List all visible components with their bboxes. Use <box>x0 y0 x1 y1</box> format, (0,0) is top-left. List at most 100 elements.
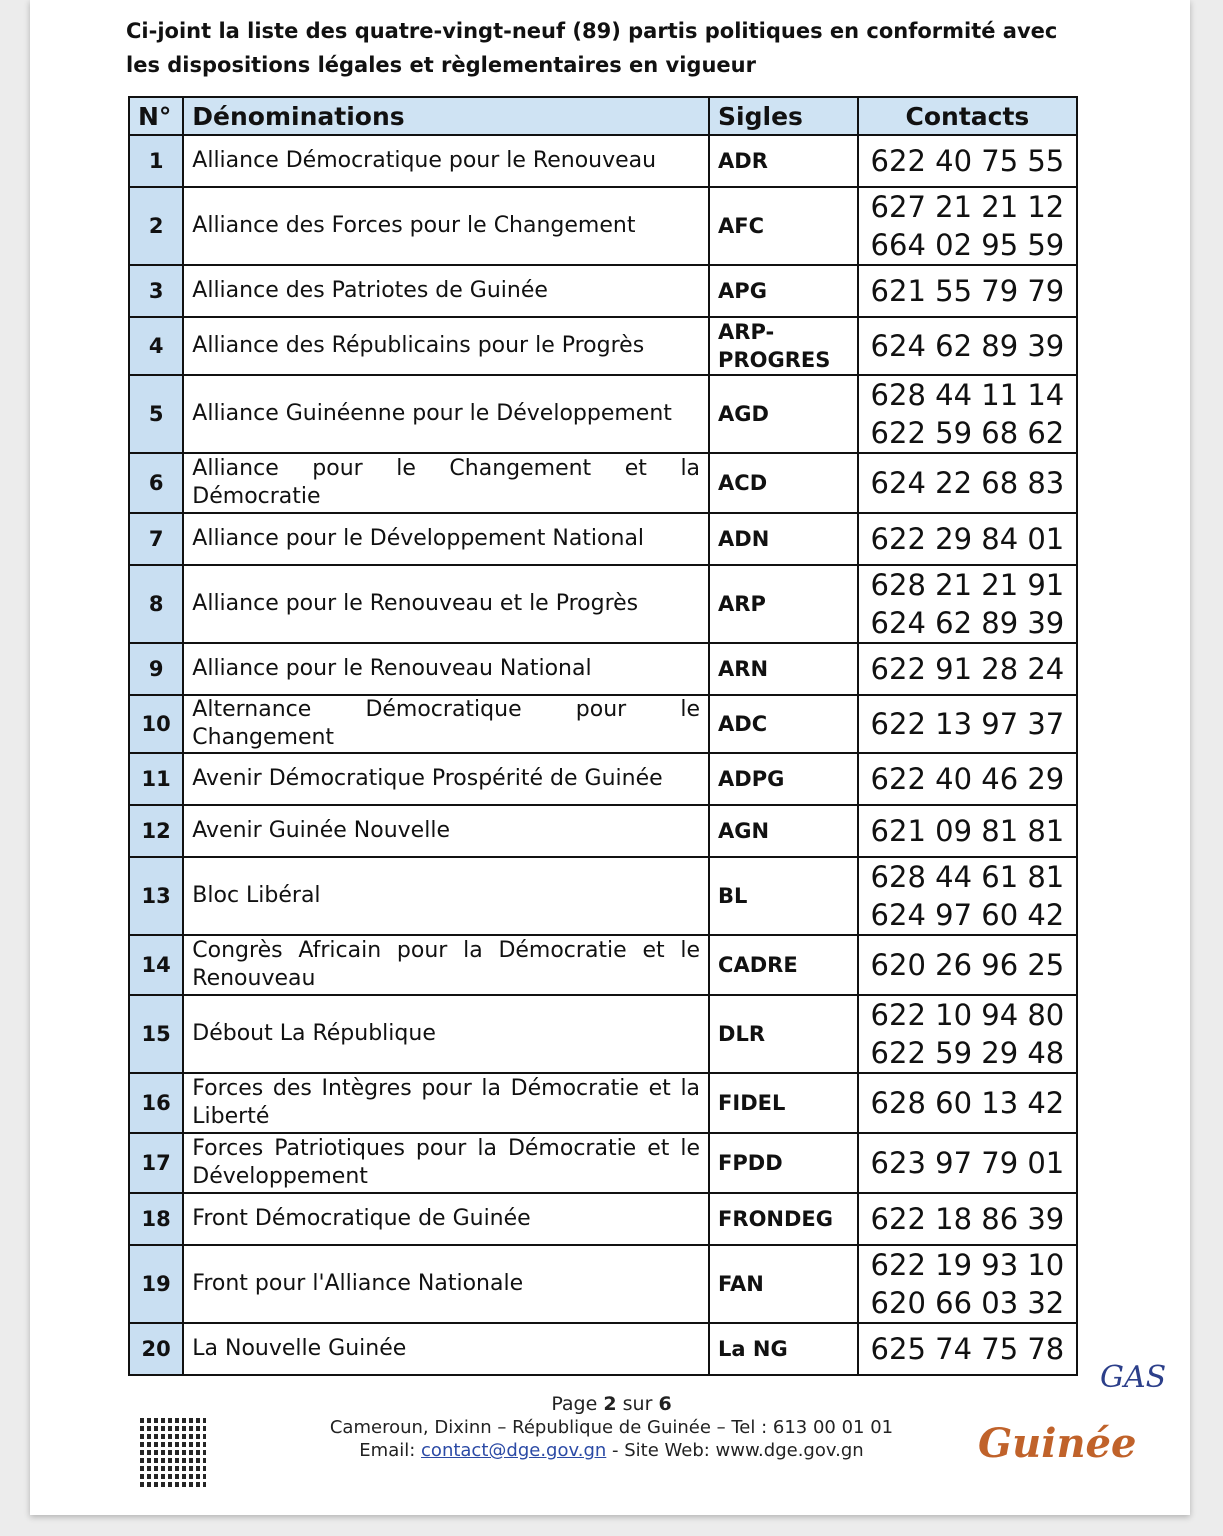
contact-phone: 622 59 29 48 <box>870 1036 1065 1070</box>
handwritten-signature: GAS <box>1100 1360 1167 1395</box>
table-row: 7 Alliance pour le Développement National… <box>127 512 1079 566</box>
party-name: Avenir Démocratique Prospérité de Guinée <box>182 752 711 806</box>
party-contacts: 625 74 75 78 <box>856 1322 1079 1376</box>
party-sigle: FRONDEG <box>708 1192 859 1246</box>
table-row: 18 Front Démocratique de Guinée FRONDEG 622… <box>127 1192 1079 1246</box>
party-contacts: 622 40 46 29 <box>856 752 1079 806</box>
contact-phone: 627 21 21 12 <box>870 190 1065 224</box>
party-contacts: 624 22 68 83 <box>856 452 1079 514</box>
table-row: 17 Forces Patriotiques pour la Démocratie… <box>127 1132 1079 1194</box>
table-row: 8 Alliance pour le Renouveau et le Progrè… <box>127 564 1079 644</box>
row-number: 18 <box>127 1192 185 1246</box>
contact-phone: 621 55 79 79 <box>870 274 1065 308</box>
contact-phone: 625 74 75 78 <box>870 1332 1065 1366</box>
page-footer: Page 2 sur 6 Cameroun, Dixinn – Républiq… <box>0 1393 1223 1462</box>
party-contacts: 620 26 96 25 <box>856 934 1079 996</box>
intro-text: Ci-joint la liste des quatre-vingt-neuf … <box>126 19 1058 77</box>
party-contacts: 622 13 97 37 <box>856 694 1079 754</box>
row-number: 3 <box>127 264 185 318</box>
party-name: Congrès Africain pour la Démocratie et l… <box>182 934 711 996</box>
row-number: 11 <box>127 752 185 806</box>
email-label: Email: <box>359 1440 422 1461</box>
row-number: 14 <box>127 934 185 996</box>
party-contacts: 623 97 79 01 <box>856 1132 1079 1194</box>
party-name: Alliance pour le Changement et la Démocr… <box>182 452 711 514</box>
table-header-row: N° Dénominations Sigles Contacts <box>127 96 1079 136</box>
party-contacts: 628 44 11 14 622 59 68 62 <box>856 374 1079 454</box>
row-number: 6 <box>127 452 185 514</box>
table-row: 15 Débout La République DLR 622 10 94 80 622… <box>127 994 1079 1074</box>
party-sigle: ADC <box>708 694 859 754</box>
contact-phone: 624 62 89 39 <box>870 329 1065 363</box>
row-number: 12 <box>127 804 185 858</box>
table-row: 13 Bloc Libéral BL 628 44 61 81 624 97 60 42 <box>127 856 1079 936</box>
contact-phone: 628 44 11 14 <box>870 378 1065 412</box>
site-text: - Site Web: www.dge.gov.gn <box>606 1440 864 1461</box>
contact-phone: 628 60 13 42 <box>870 1086 1065 1120</box>
guinee-logo: Guinée <box>978 1420 1137 1467</box>
party-name: Forces des Intègres pour la Démocratie e… <box>182 1072 711 1134</box>
table-row: 10 Alternance Démocratique pour le Change… <box>127 694 1079 754</box>
table-row: 20 La Nouvelle Guinée La NG 625 74 75 78 <box>127 1322 1079 1376</box>
contact-phone: 622 19 93 10 <box>870 1248 1065 1282</box>
party-contacts: 621 09 81 81 <box>856 804 1079 858</box>
party-sigle: DLR <box>708 994 859 1074</box>
party-contacts: 622 10 94 80 622 59 29 48 <box>856 994 1079 1074</box>
party-sigle: BL <box>708 856 859 936</box>
party-name: Alliance Guinéenne pour le Développement <box>182 374 711 454</box>
party-name: Alliance pour le Renouveau National <box>182 642 711 696</box>
party-name: Front Démocratique de Guinée <box>182 1192 711 1246</box>
party-sigle: AFC <box>708 186 859 266</box>
row-number: 13 <box>127 856 185 936</box>
contact-phone: 622 18 86 39 <box>870 1202 1065 1236</box>
footer-contact: Email: contact@dge.gov.gn - Site Web: ww… <box>0 1439 1223 1462</box>
party-contacts: 622 29 84 01 <box>856 512 1079 566</box>
contact-phone: 628 44 61 81 <box>870 860 1065 894</box>
party-name: Front pour l'Alliance Nationale <box>182 1244 711 1324</box>
party-sigle: AGN <box>708 804 859 858</box>
header-num: N° <box>127 96 185 136</box>
row-number: 1 <box>127 134 185 188</box>
contact-phone: 622 29 84 01 <box>870 522 1065 556</box>
contact-phone: 623 97 79 01 <box>870 1146 1065 1180</box>
page-total: 6 <box>658 1393 672 1415</box>
contact-phone: 622 40 75 55 <box>870 144 1065 178</box>
contact-phone: 622 91 28 24 <box>870 652 1065 686</box>
party-contacts: 622 18 86 39 <box>856 1192 1079 1246</box>
table-row: 16 Forces des Intègres pour la Démocratie… <box>127 1072 1079 1134</box>
contact-phone: 624 97 60 42 <box>870 898 1065 932</box>
party-sigle: ARP <box>708 564 859 644</box>
table-row: 11 Avenir Démocratique Prospérité de Guin… <box>127 752 1079 806</box>
qr-code <box>140 1415 206 1487</box>
party-sigle: ARN <box>708 642 859 696</box>
party-name: Alliance des Forces pour le Changement <box>182 186 711 266</box>
contact-phone: 622 10 94 80 <box>870 998 1065 1032</box>
page-prefix: Page <box>551 1393 604 1415</box>
table-row: 19 Front pour l'Alliance Nationale FAN 622 … <box>127 1244 1079 1324</box>
contact-phone: 624 62 89 39 <box>870 606 1065 640</box>
email-link[interactable]: contact@dge.gov.gn <box>421 1440 607 1461</box>
contact-phone: 622 59 68 62 <box>870 416 1065 450</box>
contact-phone: 664 02 95 59 <box>870 228 1065 262</box>
table-row: 4 Alliance des Républicains pour le Progr… <box>127 316 1079 376</box>
page-mid: sur <box>616 1393 659 1415</box>
table-row: 12 Avenir Guinée Nouvelle AGN 621 09 81 81 <box>127 804 1079 858</box>
row-number: 19 <box>127 1244 185 1324</box>
party-contacts: 628 60 13 42 <box>856 1072 1079 1134</box>
party-sigle: CADRE <box>708 934 859 996</box>
party-sigle: APG <box>708 264 859 318</box>
party-contacts: 622 40 75 55 <box>856 134 1079 188</box>
party-name: La Nouvelle Guinée <box>182 1322 711 1376</box>
party-contacts: 627 21 21 12 664 02 95 59 <box>856 186 1079 266</box>
party-contacts: 622 19 93 10 620 66 03 32 <box>856 1244 1079 1324</box>
party-sigle: ADPG <box>708 752 859 806</box>
row-number: 9 <box>127 642 185 696</box>
header-contacts: Contacts <box>856 96 1079 136</box>
row-number: 5 <box>127 374 185 454</box>
table-row: 3 Alliance des Patriotes de Guinée APG 621 … <box>127 264 1079 318</box>
party-contacts: 622 91 28 24 <box>856 642 1079 696</box>
contact-phone: 624 22 68 83 <box>870 466 1065 500</box>
row-number: 4 <box>127 316 185 376</box>
table-row: 6 Alliance pour le Changement et la Démoc… <box>127 452 1079 514</box>
party-name: Alliance des Patriotes de Guinée <box>182 264 711 318</box>
